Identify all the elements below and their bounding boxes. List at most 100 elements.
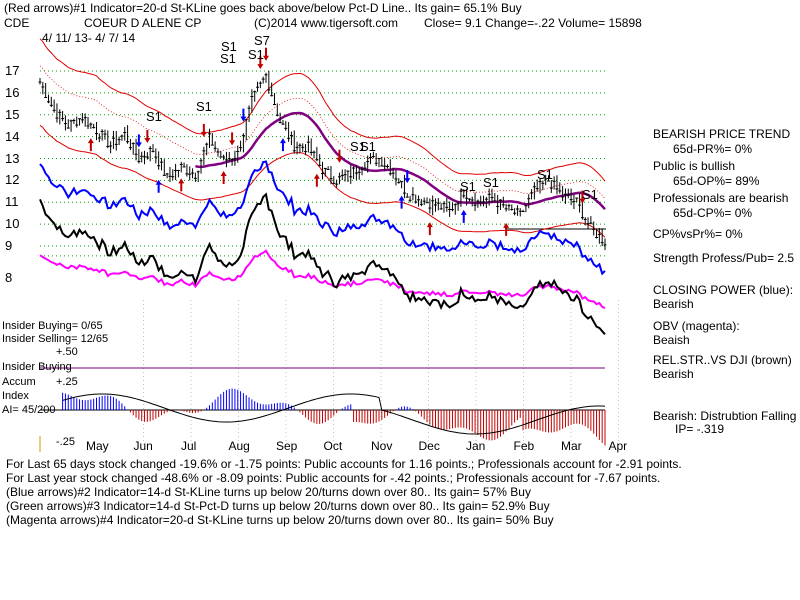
blue-arrows-legend: (Blue arrows)#2 Indicator=14-d St-KLine … <box>6 485 531 499</box>
month-label: Aug <box>228 439 250 453</box>
copyright: (C)2014 www.tigersoft.com <box>254 16 399 30</box>
down-arrow-icon <box>579 190 586 204</box>
up-arrow-icon <box>155 179 162 193</box>
header-indicator-1: (Red arrows)#1 Indicator=20-d St-KLine g… <box>4 1 522 15</box>
distribution-state: Bearish: Distrubtion Falling <box>653 409 797 423</box>
signal-label: S1 <box>460 179 476 194</box>
month-label: Dec <box>418 439 440 453</box>
stats-last-year: For Last year stock changed -48.6% or -8… <box>6 471 661 485</box>
down-arrow-icon <box>229 132 236 146</box>
strength-ratio: Strength Profess/Pub= 2.5 <box>653 251 795 265</box>
up-arrow-icon <box>503 222 510 236</box>
stats-65-days: For Last 65 days stock changed -19.6% or… <box>6 457 682 471</box>
up-arrow-icon <box>313 173 320 187</box>
up-arrow-icon <box>87 138 94 152</box>
month-label: Feb <box>513 439 535 453</box>
signal-label: S1 <box>360 139 376 154</box>
signal-label: S1 <box>582 187 598 202</box>
ai-index-label: Index <box>2 390 29 402</box>
signal-label: S1 <box>483 175 499 190</box>
ai-accum-label: Accum <box>2 376 36 388</box>
ai-plus25-label: +.25 <box>56 376 78 388</box>
upper-band <box>39 38 606 182</box>
signal-label: S1 <box>196 99 212 114</box>
op-value: 65d-OP%= 89% <box>673 174 760 188</box>
lower-band <box>39 124 606 238</box>
signal-label: S1 <box>248 47 264 62</box>
price-axis-label: 9 <box>5 238 13 253</box>
month-label: May <box>86 439 109 453</box>
down-arrow-icon <box>336 149 343 163</box>
dotted-band <box>39 65 606 199</box>
ai-value: AI= 45/200 <box>2 404 56 416</box>
down-arrow-icon <box>135 134 142 148</box>
signal-label: S1 <box>221 39 237 54</box>
month-label: Mar <box>561 439 582 453</box>
ai-title: Insider Buying <box>2 361 72 373</box>
price-axis-label: 15 <box>5 106 20 122</box>
down-arrow-icon <box>404 170 411 184</box>
price-axis-label: 10 <box>5 216 20 232</box>
insider-selling-ratio: Insider Selling= 12/65 <box>2 333 109 345</box>
obv-line <box>39 249 606 310</box>
public-sentiment: Public is bullish <box>653 159 736 173</box>
relstr-title: REL.STR..VS DJI (brown) <box>653 353 792 367</box>
trend-title: BEARISH PRICE TREND <box>653 127 791 141</box>
closing-power-title: CLOSING POWER (blue): <box>653 283 794 297</box>
prof-sentiment: Professionals are bearish <box>653 191 789 205</box>
up-arrow-icon <box>178 178 185 192</box>
month-label: Nov <box>371 439 393 453</box>
month-label: Oct <box>323 439 343 453</box>
ai-smoothed-line <box>62 393 606 435</box>
price-axis-label: 11 <box>5 194 19 210</box>
month-label: Jan <box>466 439 486 453</box>
price-axis-label: 17 <box>5 63 20 78</box>
down-arrow-icon <box>263 47 269 61</box>
closing-power-state: Bearish <box>653 297 694 311</box>
up-arrow-icon <box>460 209 467 223</box>
down-arrow-icon <box>257 56 264 70</box>
cp-vs-pr: CP%vsPr%= 0% <box>653 227 743 241</box>
down-arrow-icon <box>200 123 207 137</box>
closing-power-line <box>39 160 606 276</box>
company-name: COEUR D ALENE CP <box>84 16 202 30</box>
signal-label: S7 <box>254 33 270 48</box>
ip-value: IP= -.319 <box>675 422 725 436</box>
ai-plus50-label: +.50 <box>56 346 78 358</box>
down-arrow-icon <box>240 108 247 122</box>
up-arrow-icon <box>220 170 227 184</box>
magenta-arrows-legend: (Magenta arrows)#4 Indicator=20-d St-KLi… <box>6 513 554 527</box>
date-range: 4/ 11/ 13- 4/ 7/ 14 <box>42 31 136 45</box>
close-change-volume: Close= 9.1 Change=-.22 Volume= 15898 <box>424 16 642 30</box>
signal-label: S1 <box>220 51 236 66</box>
down-arrow-icon <box>144 130 151 144</box>
up-arrow-icon <box>426 222 433 236</box>
price-axis-label: 13 <box>5 150 20 166</box>
cp-value: 65d-CP%= 0% <box>673 206 753 220</box>
price-axis-label: 16 <box>5 84 20 100</box>
price-axis-label: 8 <box>5 269 13 285</box>
month-label: Jul <box>181 439 197 453</box>
pr-value: 65d-PR%= 0% <box>673 142 753 156</box>
price-axis-label: 12 <box>5 172 20 188</box>
signal-label: S1 <box>350 139 366 154</box>
moving-average <box>195 111 606 211</box>
month-label: Sep <box>276 439 298 453</box>
ai-minus25-label: -.25 <box>56 436 75 448</box>
relative-strength-line <box>39 192 606 335</box>
signal-label: S1 <box>537 167 553 182</box>
relstr-state: Bearish <box>653 367 694 381</box>
up-arrow-icon <box>398 195 405 209</box>
insider-buying-ratio: Insider Buying= 0/65 <box>2 320 103 332</box>
ticker: CDE <box>4 16 30 30</box>
month-label: Apr <box>608 439 628 453</box>
obv-title: OBV (magenta): <box>653 319 740 333</box>
green-arrows-legend: (Green arrows)#3 Indicator=14-d St-Pct-D… <box>6 499 550 513</box>
obv-state: Beaish <box>653 333 690 347</box>
up-arrow-icon <box>279 138 286 152</box>
price-axis-label: 14 <box>5 128 20 144</box>
signal-label: S1 <box>146 109 162 124</box>
month-label: Jun <box>133 439 153 453</box>
